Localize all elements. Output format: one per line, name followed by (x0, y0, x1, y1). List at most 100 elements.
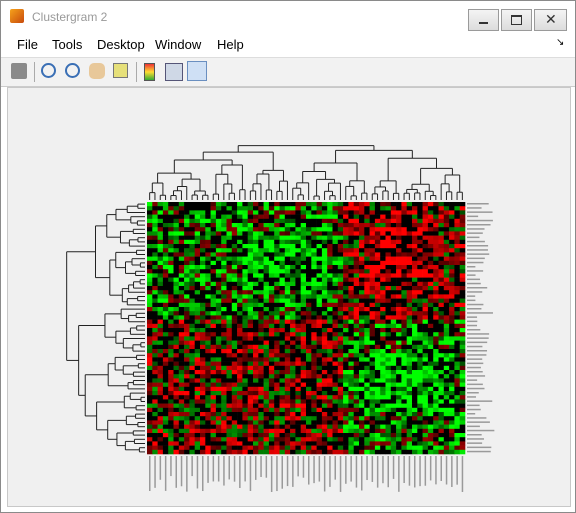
heatmap-cell (353, 370, 360, 375)
zoom-in-button[interactable] (41, 63, 56, 78)
heatmap-cell (226, 336, 233, 341)
heatmap-cell (327, 391, 333, 396)
minimize-button[interactable] (468, 9, 499, 31)
heatmap-cell (369, 378, 376, 383)
dock-arrow[interactable]: ↘ (556, 37, 565, 48)
zoom-out-button[interactable] (65, 63, 80, 78)
heatmap-cell (374, 277, 381, 283)
heatmap-cell (353, 374, 360, 379)
heatmap-cell (454, 407, 460, 413)
heatmap-cell (433, 424, 439, 430)
heatmap-cell (284, 298, 291, 304)
heatmap-cell (433, 218, 439, 224)
heatmap-cell (152, 361, 158, 367)
heatmap-cell (343, 399, 349, 404)
print-button[interactable] (11, 63, 27, 79)
heatmap-cell (189, 223, 195, 228)
heatmap-cell (147, 248, 153, 253)
heatmap-cell (443, 281, 450, 287)
menu-item[interactable]: Tools (52, 37, 83, 52)
menu-item[interactable]: Help (217, 37, 244, 52)
heatmap-cell (406, 273, 413, 278)
heatmap-cell (268, 265, 275, 270)
heatmap-cell (343, 206, 349, 211)
heatmap-cell (343, 260, 349, 266)
menu-item[interactable]: Window (155, 37, 202, 52)
heatmap-cell (194, 294, 201, 299)
heatmap-cell (290, 395, 296, 400)
pan-button[interactable] (89, 63, 105, 79)
heatmap-cell (406, 428, 413, 434)
heatmap-cell (290, 353, 296, 358)
heatmap-cell (422, 214, 429, 220)
heatmap-cell (300, 294, 307, 299)
heatmap-cell (385, 428, 392, 434)
heatmap-cell (189, 290, 195, 295)
heatmap-cell (459, 231, 466, 236)
heatmap-cell (412, 214, 418, 220)
heatmap-cell (427, 214, 434, 220)
insert-legend-button[interactable] (187, 61, 207, 81)
heatmap-cell (443, 256, 450, 262)
colorbar-button[interactable] (144, 63, 155, 81)
heatmap-cell (290, 281, 296, 287)
menu-item[interactable]: File (17, 37, 38, 52)
heatmap-cell (412, 386, 418, 392)
heatmap-cell (200, 403, 206, 409)
row-label-mark (467, 358, 483, 360)
heatmap-cell (449, 399, 455, 404)
close-button[interactable]: ✕ (534, 9, 567, 31)
heatmap-cell (433, 244, 439, 249)
heatmap-cell (443, 235, 450, 241)
heatmap-cell (380, 378, 386, 383)
heatmap-cell (359, 391, 365, 396)
heatmap-cell (343, 223, 349, 228)
heatmap-cell (184, 391, 190, 396)
column-label-mark (382, 456, 384, 484)
heatmap-cell (321, 202, 328, 207)
heatmap-cell (311, 353, 317, 358)
heatmap-cell (401, 269, 407, 274)
menu-item[interactable]: Desktop (97, 37, 145, 52)
heatmap-cell (374, 315, 381, 320)
heatmap-cell (295, 433, 301, 438)
heatmap-cell (279, 336, 286, 341)
heatmap-cell (332, 218, 339, 224)
heatmap-cell (152, 378, 158, 383)
heatmap-cell (189, 395, 195, 400)
heatmap-cell (353, 412, 360, 417)
heatmap-cell (459, 235, 466, 241)
heatmap-cell (385, 286, 392, 291)
heatmap-cell (316, 252, 323, 257)
heatmap-cell (427, 349, 434, 354)
heatmap-cell (390, 235, 397, 241)
heatmap-cell (221, 239, 227, 245)
heatmap-cell (348, 416, 354, 421)
heatmap-cell (152, 445, 158, 451)
heatmap-cell (337, 214, 344, 220)
heatmap-cell (189, 370, 195, 375)
heatmap-cell (268, 290, 275, 295)
heatmap-cell (348, 231, 354, 236)
heatmap-cell (263, 357, 270, 362)
heatmap-cell (401, 428, 407, 434)
heatmap-cell (337, 386, 344, 392)
heatmap-cell (242, 206, 248, 211)
heatmap-cell (173, 206, 180, 211)
heatmap-cell (147, 391, 153, 396)
heatmap-cell (348, 277, 354, 283)
maximize-button[interactable] (501, 9, 532, 31)
heatmap-cell (454, 412, 460, 417)
heatmap-cell (316, 302, 323, 308)
heatmap-cell (396, 445, 402, 451)
heatmap-cell (348, 298, 354, 304)
heatmap-cell (385, 227, 392, 232)
heatmap-cell (385, 399, 392, 404)
data-cursor-button[interactable] (113, 63, 128, 78)
heatmap-cell (221, 281, 227, 287)
link-button[interactable] (165, 63, 183, 81)
heatmap-cell (200, 382, 206, 388)
heatmap-cell (205, 307, 211, 312)
heatmap-cell (284, 378, 291, 383)
heatmap-cell (274, 391, 280, 396)
